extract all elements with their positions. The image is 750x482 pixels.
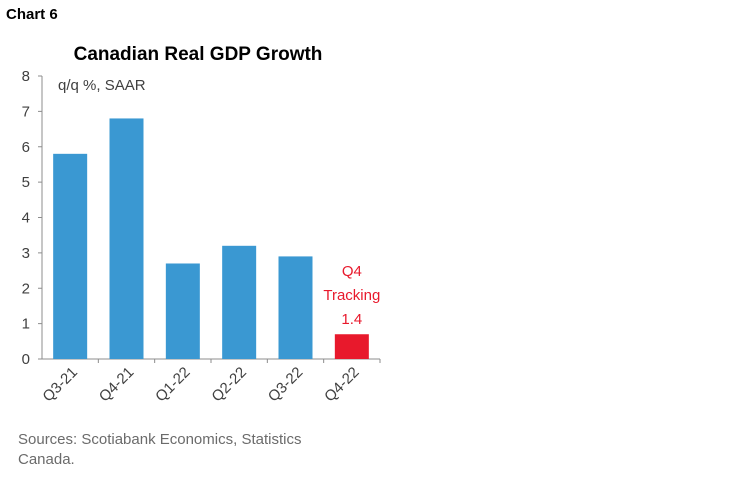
y-axis-unit-label: q/q %, SAAR bbox=[58, 77, 146, 94]
x-tick-label: Q3-21 bbox=[39, 364, 81, 406]
bar-q1-22 bbox=[165, 263, 200, 359]
x-tick-label: Q1-22 bbox=[152, 364, 194, 406]
y-tick-label: 5 bbox=[22, 174, 30, 191]
bar-q3-21 bbox=[53, 153, 88, 359]
tracking-annotation: Q4 Tracking 1.4 bbox=[323, 263, 380, 328]
y-tick-label: 8 bbox=[22, 68, 30, 85]
chart-label: Chart 6 bbox=[6, 6, 58, 23]
bar-q4-22 bbox=[334, 334, 369, 359]
x-tick-label: Q4-21 bbox=[96, 364, 138, 406]
y-tick-label: 2 bbox=[22, 280, 30, 297]
y-tick-label: 0 bbox=[22, 351, 30, 368]
y-tick-label: 6 bbox=[22, 139, 30, 156]
y-tick-label: 3 bbox=[22, 245, 30, 262]
y-axis: 0 1 2 3 4 5 6 7 8 bbox=[22, 68, 42, 368]
x-axis: Q3-21 Q4-21 Q1-22 Q2-22 Q3-22 Q4-22 bbox=[39, 359, 381, 406]
chart-title: Canadian Real GDP Growth bbox=[74, 44, 323, 65]
annotation-line: Tracking bbox=[323, 287, 380, 304]
source-note: Sources: Scotiabank Economics, Statistic… bbox=[18, 431, 302, 468]
bar-q4-21 bbox=[109, 118, 144, 359]
bar-q3-22 bbox=[278, 256, 313, 359]
bar-q2-22 bbox=[222, 245, 257, 359]
y-tick-label: 4 bbox=[22, 210, 30, 227]
annotation-line: Q4 bbox=[342, 263, 362, 280]
y-tick-label: 7 bbox=[22, 103, 30, 120]
annotation-line: 1.4 bbox=[341, 311, 362, 328]
y-tick-label: 1 bbox=[22, 316, 30, 333]
x-tick-label: Q2-22 bbox=[208, 364, 250, 406]
bar-series bbox=[53, 118, 369, 359]
x-tick-label: Q4-22 bbox=[321, 364, 363, 406]
x-tick-label: Q3-22 bbox=[265, 364, 307, 406]
